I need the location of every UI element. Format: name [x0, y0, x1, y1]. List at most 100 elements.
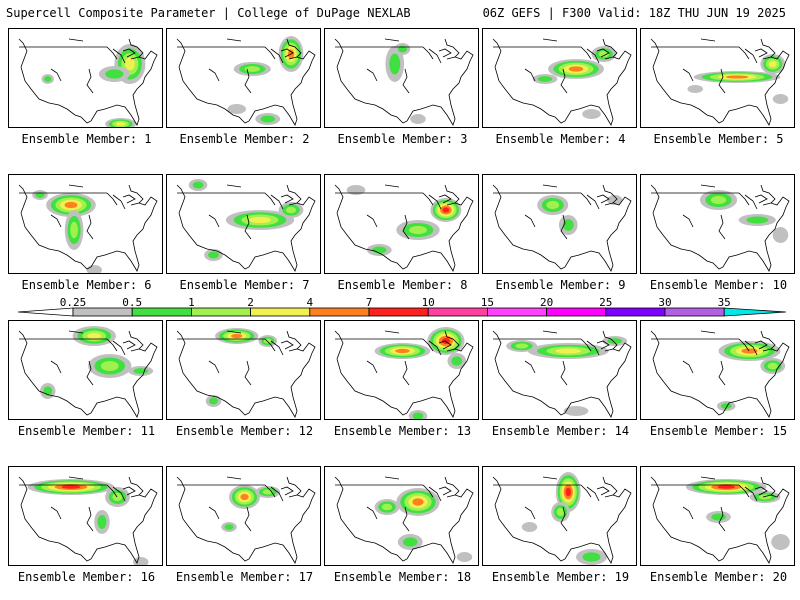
page-title: Supercell Composite Parameter | College … [6, 6, 411, 20]
scp-contour [64, 201, 78, 209]
scp-contour [720, 403, 732, 409]
scp-contour [124, 57, 135, 71]
member-label: Ensemble Member: 8 [337, 278, 468, 292]
colorbar-tick-label: 30 [658, 296, 671, 309]
member-label: Ensemble Member: 15 [649, 424, 788, 438]
colorbar-swatch [190, 307, 251, 317]
state-line [524, 68, 568, 94]
scp-contour [582, 109, 601, 119]
ensemble-map [492, 472, 632, 565]
scp-contour [582, 552, 601, 562]
great-lakes [580, 338, 614, 356]
scp-contour [412, 412, 424, 419]
scp-contour [381, 503, 393, 511]
colorbar-swatch [486, 307, 547, 317]
great-lakes [264, 192, 298, 210]
color-scale-bar: 0.25 0.5 1 2 4 7 10 15 20 25 30 35 [17, 296, 787, 317]
state-line [208, 68, 252, 94]
scp-contour [771, 534, 790, 550]
ensemble-map-panel [482, 174, 637, 274]
scp-contour [717, 485, 736, 489]
ensemble-map [492, 38, 632, 126]
ensemble-map [334, 184, 474, 272]
ensemble-map [176, 328, 316, 418]
ensemble-map-panel [324, 174, 479, 274]
scp-contour [133, 557, 149, 565]
ensemble-map-panel [640, 466, 795, 566]
scp-contour [741, 348, 758, 354]
ensemble-map-panel [166, 320, 321, 420]
scp-contour [563, 406, 589, 416]
colorbar-swatch [664, 307, 725, 317]
member-label: Ensemble Member: 20 [649, 570, 788, 584]
scp-contour [97, 515, 107, 529]
great-lakes [106, 192, 140, 210]
scp-contour [61, 485, 81, 489]
ensemble-map-panel [640, 28, 795, 128]
scp-contour [746, 216, 769, 224]
scp-contour [86, 265, 102, 273]
great-lakes [422, 484, 456, 502]
ensemble-map-panel [482, 466, 637, 566]
member-label: Ensemble Member: 19 [491, 570, 630, 584]
scp-contour [710, 195, 727, 205]
ensemble-map-panel [482, 28, 637, 128]
scp-contour [772, 227, 789, 243]
colorbar-tick-label: 10 [422, 296, 435, 309]
scp-contour [70, 221, 78, 239]
scp-contour [598, 50, 610, 58]
ensemble-map [176, 36, 316, 126]
state-line [366, 506, 410, 532]
valid-time: 06Z GEFS | F300 Valid: 18Z THU JUN 19 20… [482, 6, 786, 20]
colorbar-tick-label: 25 [599, 296, 612, 309]
member-label: Ensemble Member: 11 [17, 424, 156, 438]
scp-contour [192, 181, 204, 189]
scp-contour [44, 76, 52, 82]
ensemble-map [650, 476, 790, 564]
ensemble-map [18, 184, 158, 273]
member-label: Ensemble Member: 12 [175, 424, 314, 438]
ensemble-map [334, 38, 474, 126]
colorbar-swatch [546, 307, 607, 317]
great-lakes [738, 484, 772, 502]
state-line [682, 214, 726, 240]
ensemble-map-panel [324, 320, 479, 420]
coastline [176, 330, 316, 418]
member-label: Ensemble Member: 4 [495, 132, 626, 146]
colorbar-tick-label: 0.25 [60, 296, 87, 309]
colorbar-tick-label: 0.5 [122, 296, 142, 309]
great-lakes [422, 46, 456, 64]
member-label: Ensemble Member: 14 [491, 424, 630, 438]
colorbar-swatch [309, 307, 370, 317]
great-lakes [264, 46, 298, 64]
state-line [50, 506, 94, 532]
scp-contour [285, 206, 297, 214]
ensemble-map [650, 38, 790, 126]
member-label: Ensemble Member: 7 [179, 278, 310, 292]
scp-contour [346, 185, 366, 195]
ensemble-map [334, 327, 474, 419]
great-lakes [580, 192, 614, 210]
ensemble-map-panel [166, 466, 321, 566]
member-label: Ensemble Member: 2 [179, 132, 310, 146]
state-line [524, 506, 568, 532]
colorbar-swatch [368, 307, 429, 317]
member-label: Ensemble Member: 3 [337, 132, 468, 146]
scp-contour [546, 200, 560, 210]
scp-contour [115, 122, 126, 126]
state-line [50, 360, 94, 386]
scp-contour [389, 53, 401, 75]
ensemble-map-panel [166, 174, 321, 274]
scp-contour [395, 348, 410, 354]
scp-contour [456, 552, 473, 562]
scp-contour [231, 333, 243, 339]
colorbar-min-arrow [17, 307, 74, 317]
colorbar-tick-label: 7 [366, 296, 373, 309]
member-label: Ensemble Member: 6 [21, 278, 152, 292]
scp-contour [397, 45, 408, 53]
scp-contour [208, 397, 219, 405]
scp-contour [227, 104, 247, 114]
ensemble-map [18, 476, 158, 565]
colorbar-tick-label: 2 [247, 296, 254, 309]
scp-contour [208, 251, 219, 259]
